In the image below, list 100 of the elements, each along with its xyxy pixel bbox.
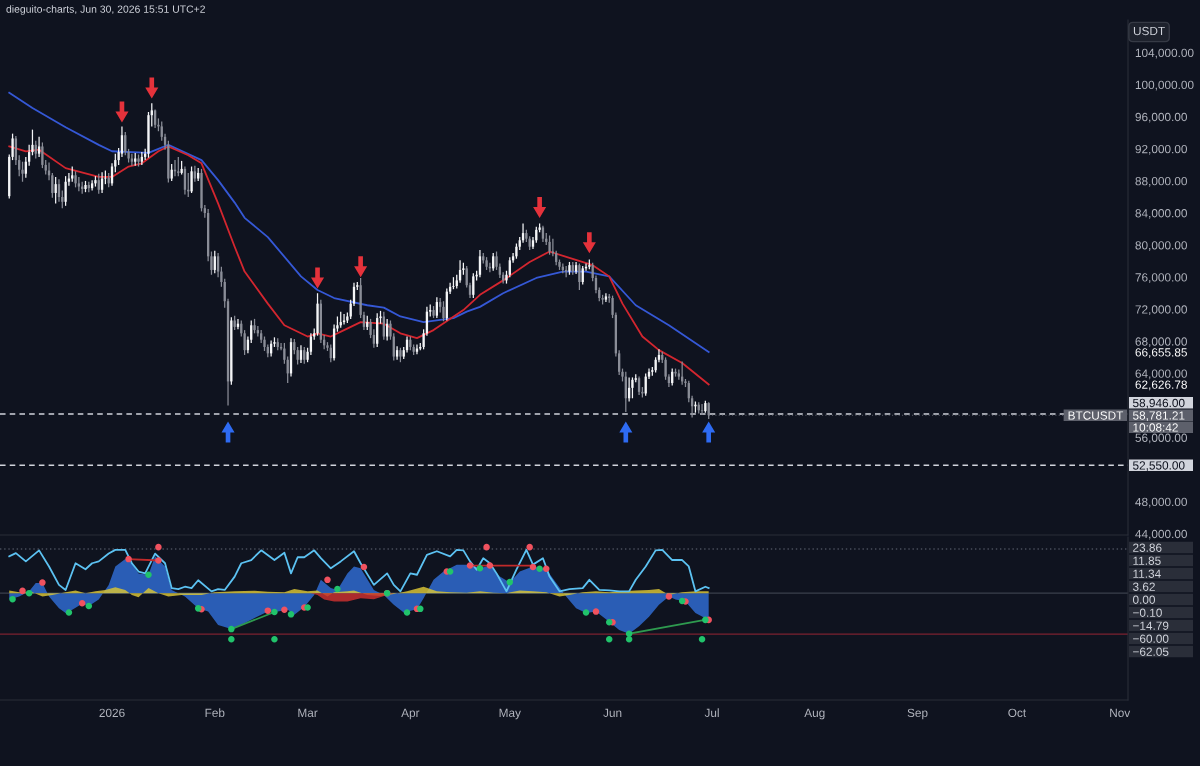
y-tick-label: 44,000.00 [1135,529,1187,540]
annotation: 10:08:42 [1133,423,1178,432]
point [25,589,33,597]
candlestick [568,261,571,276]
x-tick-label: Jul [704,708,719,717]
point [542,565,550,573]
point [592,608,600,615]
candlestick [485,256,488,271]
candlestick [316,292,319,337]
candlestick [508,256,511,278]
y-tick-label: 64,000.00 [1135,369,1187,380]
point [360,563,368,571]
text: 0.00 [1132,595,1156,604]
x-tick-label: Nov [1110,708,1131,717]
point [605,618,613,626]
y-axis-title: USDT [1133,26,1165,36]
x-tick-label: Aug [804,708,825,720]
text: 3.62 [1132,582,1155,591]
annotation: BTCUSDT [1068,411,1124,420]
x-tick-label: Sep [907,708,928,720]
candlestick [564,265,568,278]
point [19,587,26,595]
point [78,600,86,607]
candlestick [190,165,193,194]
candlestick [64,175,67,207]
point [9,595,16,603]
y-tick-label: 56,000.00 [1135,433,1187,444]
candlestick [548,234,551,256]
text: −60.00 [1133,634,1169,643]
text: −62.05 [1133,647,1169,656]
point [271,635,278,643]
candlestick [432,305,435,319]
text: 23.86 [1133,543,1162,552]
candlestick [452,276,455,290]
text: −0.10 [1133,608,1162,617]
point [665,593,673,600]
point [194,605,202,612]
point [466,562,474,569]
point [85,602,93,610]
point [264,607,272,614]
y-tick-label: 88,000.00 [1135,176,1187,187]
candlestick [84,180,87,193]
point [281,606,288,614]
annotation: 58,781.21 [1132,411,1185,422]
point [228,635,235,643]
point [529,563,537,571]
candlestick [442,300,445,322]
point [526,543,533,551]
ref-line-label: 58,946.00 [1132,398,1185,409]
candlestick [54,176,57,205]
y-tick-label: 76,000.00 [1135,273,1187,283]
point [476,565,484,572]
candlestick [77,176,81,192]
point [334,585,341,593]
y-tick-label: 92,000.00 [1135,144,1187,155]
y-tick-label: 48,000.00 [1135,497,1187,508]
point [678,597,686,605]
point [155,557,162,564]
point [582,609,590,616]
point [506,578,514,586]
y-tick-label: 62,626.78 [1135,380,1187,391]
x-tick-label: Apr [401,708,420,720]
candlestick [578,262,581,291]
ref-line-label: 52,550.00 [1132,461,1185,472]
candlestick [94,175,97,188]
point [486,562,494,569]
point [605,635,613,643]
point [271,608,278,616]
candlestick [177,156,180,177]
y-tick-label: 100,000.00 [1135,80,1194,91]
x-tick-label: Oct [1008,708,1027,717]
line-series [8,91,710,354]
point [417,605,424,613]
candlestick [137,153,140,168]
point [125,555,132,563]
text: 11.34 [1133,569,1161,578]
x-tick-label: Jun [603,708,622,717]
point [39,579,46,586]
point [228,625,235,633]
point [698,635,706,643]
point [403,609,411,616]
point [536,565,543,573]
point [483,543,490,551]
y-tick-label: 66,655.85 [1135,348,1187,358]
point [145,571,152,579]
text: −14.79 [1133,621,1169,630]
x-tick-label: 2026 [99,708,125,717]
point [287,611,295,618]
point [324,576,331,584]
candlestick [97,173,100,195]
y-tick-label: 96,000.00 [1135,112,1187,123]
candlestick [74,170,77,188]
x-tick-label: May [499,708,521,720]
candlestick [216,252,220,278]
y-tick-label: 84,000.00 [1135,209,1187,219]
candlestick [253,318,256,334]
chart-title: dieguito-charts, Jun 30, 2026 15:51 UTC+2 [6,5,205,15]
y-tick-label: 68,000.00 [1135,337,1187,348]
candlestick [631,376,634,399]
candlestick [399,347,402,363]
